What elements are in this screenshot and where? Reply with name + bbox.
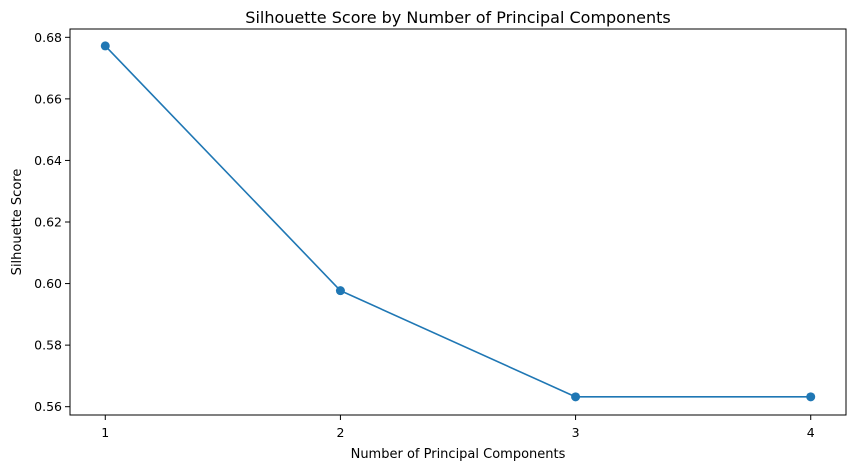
x-tick-label: 3 xyxy=(572,425,580,440)
y-axis-label: Silhouette Score xyxy=(10,169,25,276)
y-tick-label: 0.64 xyxy=(34,153,62,168)
data-point-marker xyxy=(335,286,345,296)
y-axis-ticks: 0.56 0.58 0.60 0.62 0.64 0.66 0.68 xyxy=(34,30,70,414)
chart-title: Silhouette Score by Number of Principal … xyxy=(245,8,670,27)
silhouette-series-markers xyxy=(100,41,816,402)
y-tick-label: 0.56 xyxy=(34,399,62,414)
silhouette-series-line xyxy=(104,45,811,398)
data-point-marker xyxy=(100,41,110,51)
y-tick-label: 0.68 xyxy=(34,30,62,45)
y-tick-label: 0.66 xyxy=(34,91,62,106)
x-axis-ticks: 1 2 3 4 xyxy=(101,415,815,440)
plot-area-frame xyxy=(69,28,847,416)
data-point-marker xyxy=(806,392,816,402)
x-tick-label: 2 xyxy=(336,425,344,440)
x-tick-label: 4 xyxy=(807,425,815,440)
y-tick-label: 0.58 xyxy=(34,338,62,353)
y-tick-label: 0.60 xyxy=(34,276,62,291)
x-tick-label: 1 xyxy=(101,425,109,440)
x-axis-label: Number of Principal Components xyxy=(351,447,566,462)
data-point-marker xyxy=(571,392,581,402)
y-tick-label: 0.62 xyxy=(34,215,62,230)
